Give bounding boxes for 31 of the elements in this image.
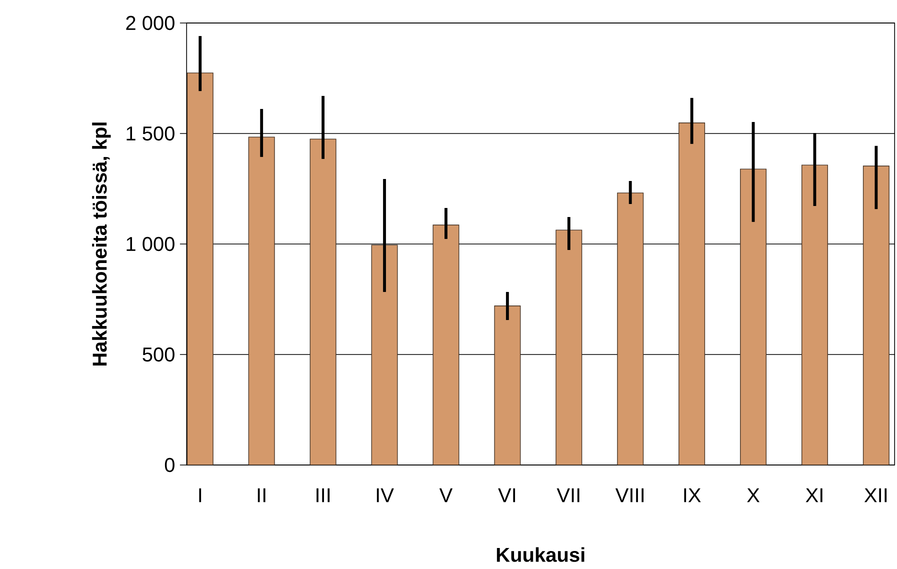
bar [801,164,828,465]
bar [678,122,706,465]
x-tick-label: V [439,488,453,502]
bar [617,192,644,465]
x-tick-label: X [747,488,760,502]
y-tick-label: 2 000 [126,16,174,30]
bar [862,166,890,465]
x-tick-label: III [316,488,330,502]
y-tick-label: 500 [142,347,174,362]
x-tick-label: XI [806,488,822,502]
x-axis-title: Kuukausi [496,547,584,562]
x-tick-label: II [258,488,266,502]
x-tick-label: I [199,488,202,502]
y-axis-title: Hakkuukoneita töissä, kpl [92,122,111,366]
y-tick-label: 0 [164,458,174,472]
bar [740,168,767,465]
bar [310,138,336,465]
x-tick-label: VIII [615,488,644,502]
bar [248,136,275,465]
bar [371,244,398,465]
x-tick-label: VII [556,488,580,502]
bar [494,306,521,465]
x-tick-label: VI [498,488,516,502]
bar [186,72,214,465]
x-tick-label: XII [864,488,887,502]
y-tick-label: 1 000 [126,236,174,252]
y-tick-label: 1 500 [126,126,174,141]
bar [556,230,582,465]
bar [432,224,460,465]
x-tick-label: IV [376,488,394,502]
x-tick-label: IX [684,488,701,502]
